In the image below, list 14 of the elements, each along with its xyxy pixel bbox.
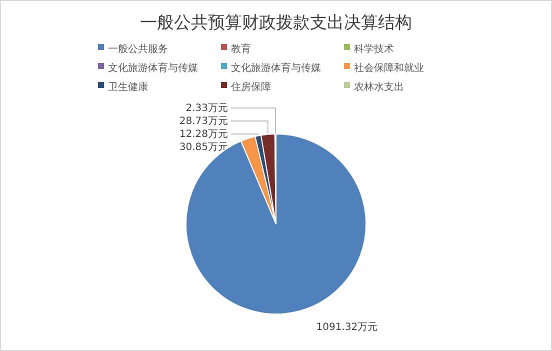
data-label: 28.73万元 (179, 116, 228, 127)
legend-label: 文化旅游体育与传媒 (108, 62, 198, 74)
data-label: 2.33万元 (186, 103, 228, 114)
legend-label: 一般公共服务 (108, 43, 168, 55)
data-label: 12.28万元 (179, 129, 228, 140)
legend-label: 住房保障 (231, 81, 271, 93)
legend-label: 社会保障和就业 (354, 62, 424, 74)
legend-label: 教育 (231, 43, 251, 55)
chart-title: 一般公共预算财政拨款支出决算结构 (140, 13, 412, 33)
data-label: 1091.32万元 (316, 322, 378, 333)
legend-label: 文化旅游体育与传媒 (231, 62, 321, 74)
legend-label: 科学技术 (354, 43, 394, 55)
legend-label: 农林水支出 (354, 81, 404, 93)
legend-label: 卫生健康 (108, 81, 148, 93)
